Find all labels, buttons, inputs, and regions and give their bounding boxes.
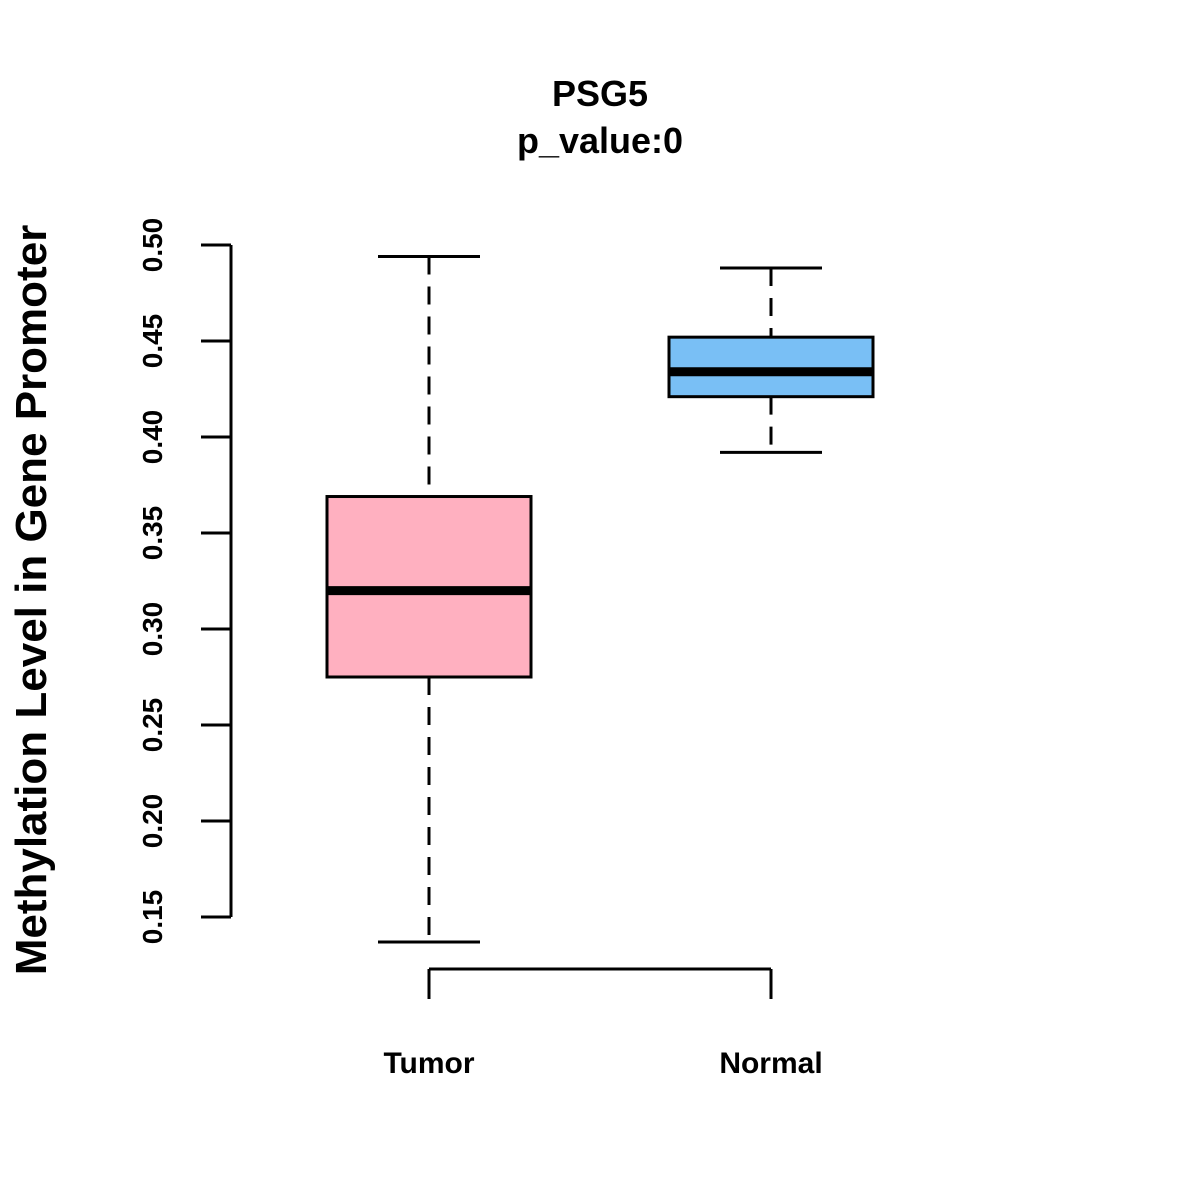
x-axis: Tumor Normal bbox=[383, 967, 823, 1080]
y-axis: 0.15 0.20 0.25 0.30 0.35 0.40 0.45 0.50 bbox=[137, 218, 233, 945]
x-tick-label-tumor: Tumor bbox=[383, 1047, 474, 1080]
x-tick-label-normal: Normal bbox=[719, 1047, 822, 1080]
y-tick-label: 0.15 bbox=[137, 890, 168, 945]
y-tick-label: 0.35 bbox=[137, 506, 168, 561]
box-tumor bbox=[325, 255, 533, 944]
y-tick-label: 0.45 bbox=[137, 314, 168, 369]
chart-title: PSG5 bbox=[552, 73, 648, 114]
iqr-box bbox=[667, 335, 875, 399]
y-tick-label: 0.25 bbox=[137, 698, 168, 753]
boxes-group bbox=[325, 255, 875, 944]
y-tick-label: 0.50 bbox=[137, 218, 168, 273]
y-tick-label: 0.30 bbox=[137, 602, 168, 657]
chart-subtitle: p_value:0 bbox=[517, 120, 683, 161]
y-tick-label: 0.40 bbox=[137, 410, 168, 465]
box-normal bbox=[667, 266, 875, 454]
y-axis-label: Methylation Level in Gene Promoter bbox=[7, 225, 56, 976]
y-tick-label: 0.20 bbox=[137, 794, 168, 849]
